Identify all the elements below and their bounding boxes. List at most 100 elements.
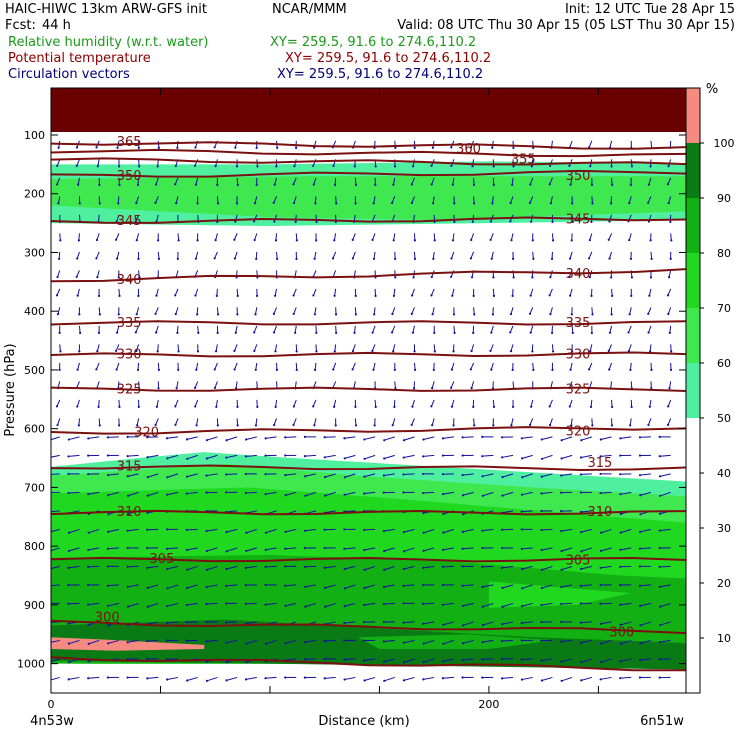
vector-arrow	[226, 547, 238, 552]
vector-arrow-head	[481, 641, 484, 644]
vector-arrow-head	[371, 331, 374, 334]
colorbar-swatch-90	[686, 143, 700, 198]
vector-arrow-head	[540, 492, 543, 495]
vector-arrow-head	[441, 583, 444, 587]
vector-arrow-head	[500, 677, 504, 680]
vector-arrow	[371, 214, 376, 222]
vector-arrow-head	[569, 183, 572, 186]
vector-arrow-head	[540, 568, 544, 571]
vector-arrow	[541, 565, 553, 571]
vector-arrow-head	[343, 528, 346, 531]
vector-arrow	[431, 288, 435, 296]
vector-arrow-head	[56, 423, 59, 427]
vector-arrow-head	[255, 294, 259, 297]
vector-arrow	[136, 307, 140, 315]
colorbar-tick-label: 60	[717, 357, 731, 370]
vector-arrow-head	[568, 405, 571, 408]
vector-arrow	[371, 344, 376, 352]
vector-arrow	[206, 473, 218, 477]
vector-arrow	[541, 547, 553, 551]
vector-arrow	[254, 307, 258, 315]
vector-arrow-head	[284, 565, 287, 568]
vector-arrow-head	[392, 239, 395, 242]
vector-arrow	[502, 565, 514, 569]
vector-arrow-head	[57, 202, 60, 205]
vector-arrow	[305, 491, 317, 497]
vector-arrow	[354, 177, 357, 185]
vector-arrow-head	[599, 549, 603, 552]
vector-arrow-head	[253, 238, 256, 242]
vector-arrow	[473, 307, 475, 315]
vector-arrow-head	[512, 146, 515, 149]
vector-arrow-head	[154, 331, 158, 334]
vector-arrow	[530, 399, 534, 407]
vector-arrow-head	[402, 621, 405, 624]
vector-arrow-head	[549, 312, 552, 316]
vector-arrow-head	[233, 257, 237, 260]
vector-arrow	[600, 547, 612, 552]
vector-arrow-head	[303, 435, 307, 439]
vector-arrow	[430, 399, 435, 407]
x-endpoint-right: 6n51w	[640, 714, 684, 729]
vector-arrow	[561, 602, 573, 605]
vector-arrow	[234, 362, 238, 370]
vector-arrow-head	[323, 677, 326, 680]
vector-arrow-head	[490, 331, 493, 334]
vector-arrow	[561, 676, 573, 682]
vector-arrow	[510, 344, 514, 352]
vector-arrow	[246, 547, 257, 552]
vector-arrow-head	[441, 493, 445, 496]
vector-arrow	[471, 344, 475, 352]
vector-arrow	[659, 584, 671, 588]
vector-arrow-head	[205, 549, 208, 553]
vector-arrow	[490, 344, 494, 352]
vector-arrow-head	[599, 678, 602, 681]
vector-arrow-head	[658, 676, 661, 679]
vector-arrow-head	[658, 475, 662, 478]
vector-arrow	[194, 381, 199, 389]
vector-arrow-head	[441, 473, 445, 476]
vector-arrow	[155, 307, 159, 315]
vector-arrow-head	[441, 603, 445, 606]
vector-arrow-head	[48, 642, 50, 644]
vector-arrow-head	[560, 549, 563, 553]
vector-arrow-head	[272, 331, 276, 334]
vector-arrow-head	[314, 202, 317, 205]
vector-arrow	[659, 454, 671, 457]
vector-arrow-head	[382, 474, 385, 477]
vector-arrow	[373, 307, 376, 315]
vector-arrow-head	[236, 294, 239, 297]
vector-arrow	[392, 177, 396, 185]
vector-arrow	[647, 307, 652, 315]
vector-arrow	[581, 658, 592, 663]
vector-arrow-head	[450, 405, 453, 408]
contour-label-300: 300	[95, 611, 120, 626]
vector-arrow-head	[343, 457, 346, 460]
vector-arrow	[393, 288, 396, 296]
vector-arrow-head	[590, 183, 594, 186]
vector-arrow-head	[540, 438, 543, 441]
vector-arrow	[155, 177, 159, 185]
vector-arrow-head	[284, 436, 287, 439]
vector-arrow-head	[274, 239, 278, 242]
vector-arrow	[551, 344, 554, 352]
vector-arrow-head	[118, 183, 121, 186]
vector-arrow-head	[489, 349, 492, 352]
vector-arrow-head	[509, 312, 513, 316]
vector-arrow	[462, 658, 474, 661]
vector-arrow	[581, 565, 592, 570]
vector-arrow-head	[461, 604, 464, 607]
vector-arrow	[274, 344, 278, 352]
vector-arrow-head	[363, 438, 366, 441]
vector-arrow	[600, 621, 612, 625]
vector-arrow-head	[610, 313, 613, 316]
vector-arrow-head	[469, 257, 472, 260]
vector-arrow	[403, 528, 415, 533]
vector-arrow	[620, 676, 632, 679]
vector-arrow-head	[571, 220, 574, 223]
vector-arrow-head	[75, 275, 78, 278]
vector-arrow	[127, 528, 139, 532]
vector-arrow-head	[332, 368, 335, 371]
vector-arrow	[510, 307, 514, 315]
vector-arrow	[235, 325, 238, 333]
